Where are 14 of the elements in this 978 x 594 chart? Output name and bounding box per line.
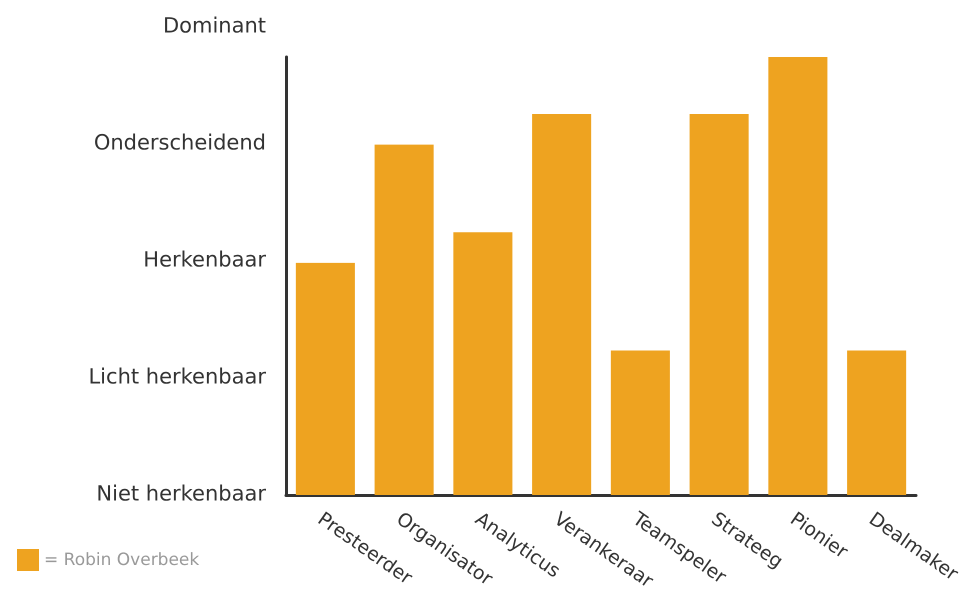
text: Onderscheidend — [94, 130, 266, 154]
text: Dominant — [162, 14, 266, 38]
legend-label: = Robin Overbeek — [44, 550, 200, 570]
bar — [690, 114, 749, 495]
text: Herkenbaar — [143, 248, 266, 272]
bar — [768, 57, 828, 495]
bar — [532, 114, 592, 495]
text: Licht herkenbaar — [88, 364, 266, 388]
bar — [453, 232, 512, 495]
bar — [296, 262, 355, 495]
bar — [847, 350, 906, 495]
text: Niet herkenbaar — [96, 482, 266, 506]
bar — [610, 350, 670, 495]
bar — [374, 144, 434, 495]
